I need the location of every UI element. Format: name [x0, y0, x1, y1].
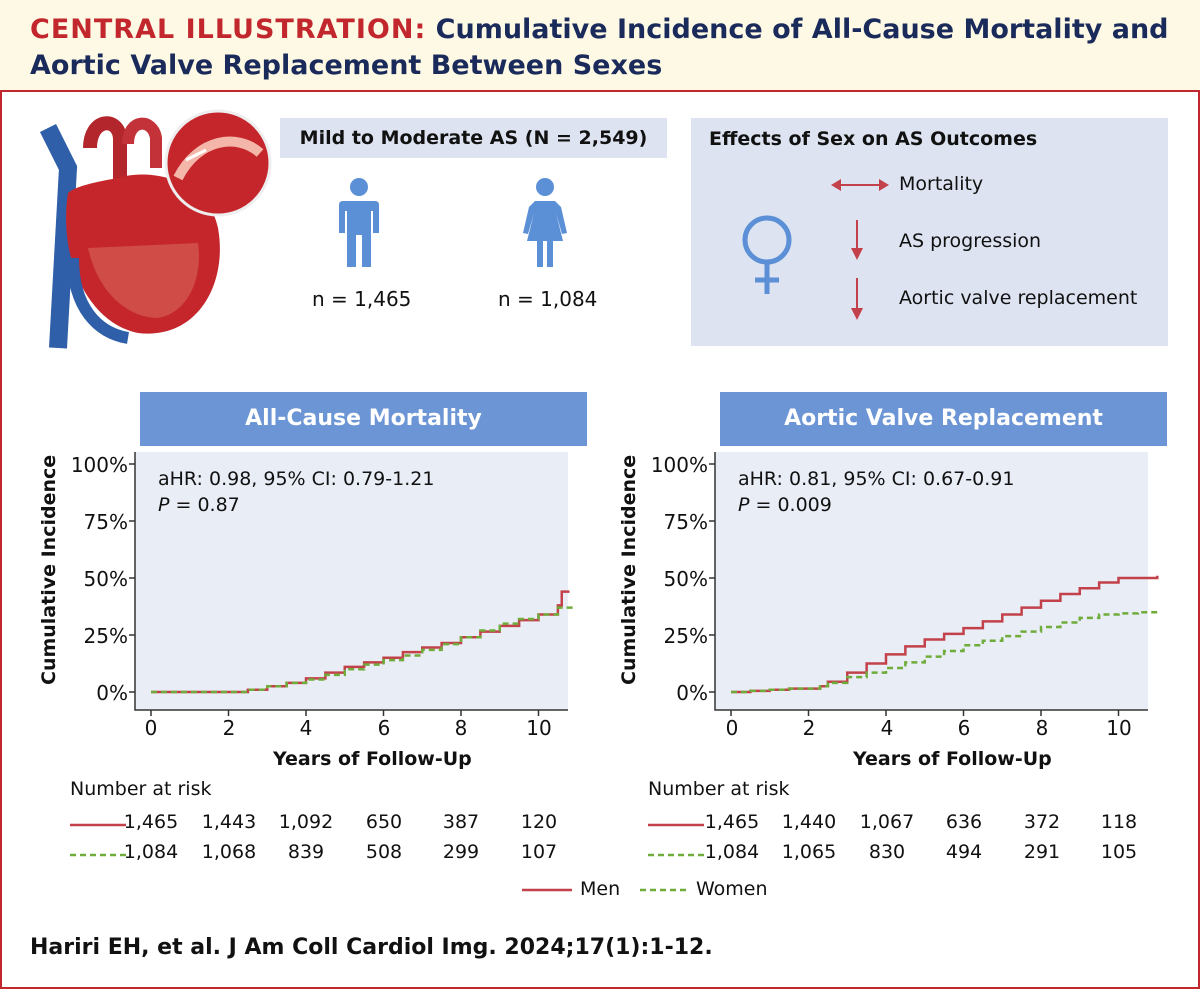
- effect-mortality-label: Mortality: [899, 173, 984, 195]
- legend-women-label: Women: [696, 878, 768, 900]
- effects-title: Effects of Sex on AS Outcomes: [709, 128, 1038, 150]
- legend-men-swatch: [522, 888, 572, 892]
- men-count: n = 1,465: [312, 287, 412, 311]
- risk-men: 1,067: [859, 811, 915, 833]
- risk-men: 1,440: [781, 811, 837, 833]
- x-tick: 2: [222, 716, 236, 740]
- effect-progression-label: AS progression: [899, 230, 1042, 252]
- risk-men: 372: [1023, 811, 1061, 833]
- men-line-key: [648, 823, 704, 827]
- x-tick: 2: [802, 716, 816, 740]
- header-banner: CENTRAL ILLUSTRATION: Cumulative Inciden…: [0, 0, 1200, 92]
- plot-area-avr: [715, 452, 1148, 710]
- y-tick: 75%: [663, 510, 708, 534]
- panel-title-mortality: All-Cause Mortality: [140, 392, 587, 446]
- stats-mortality: aHR: 0.98, 95% CI: 0.79-1.21 P = 0.87: [158, 466, 434, 518]
- stats-avr: aHR: 0.81, 95% CI: 0.67-0.91 P = 0.009: [738, 466, 1014, 518]
- x-tick: 4: [299, 716, 313, 740]
- female-icon: [523, 178, 567, 267]
- effects-box: Effects of Sex on AS Outcomes Mortality …: [691, 118, 1168, 346]
- y-tick: 25%: [663, 624, 708, 648]
- down-arrow-icon: [851, 220, 863, 260]
- x-tick: 8: [454, 716, 468, 740]
- y-tick: 0%: [96, 681, 128, 705]
- risk-men: 636: [945, 811, 983, 833]
- y-tick: 25%: [83, 624, 128, 648]
- panel-title-avr: Aortic Valve Replacement: [720, 392, 1167, 446]
- y-tick: 0%: [676, 681, 708, 705]
- figure-title: CENTRAL ILLUSTRATION: Cumulative Inciden…: [30, 12, 1180, 84]
- risk-women: 830: [868, 841, 906, 863]
- x-tick: 8: [1035, 716, 1049, 740]
- series-line-women: [731, 610, 1158, 694]
- risk-men: 1,092: [278, 811, 334, 833]
- heart-illustration: [39, 109, 272, 349]
- x-tick: 10: [1106, 716, 1132, 740]
- y-tick: 50%: [83, 567, 128, 591]
- risk-women: 299: [442, 841, 480, 863]
- male-icon: [339, 178, 379, 267]
- y-axis-label: Cumulative Incidence: [38, 454, 60, 685]
- x-axis-label: Years of Follow-Up: [273, 748, 472, 770]
- y-axis-label: Cumulative Incidence: [618, 454, 640, 685]
- risk-women: 1,084: [704, 841, 760, 863]
- risk-women: 1,084: [123, 841, 179, 863]
- x-tick: 0: [725, 716, 739, 740]
- at-risk-label: Number at risk: [70, 778, 212, 800]
- risk-women: 291: [1023, 841, 1061, 863]
- men-line-key: [70, 823, 126, 827]
- legend-women-swatch: [640, 888, 690, 892]
- women-line-key: [648, 853, 704, 857]
- chart-avr: [709, 452, 1159, 716]
- risk-men: 120: [520, 811, 558, 833]
- down-arrow-icon: [851, 278, 863, 320]
- risk-men: 1,443: [201, 811, 257, 833]
- y-tick: 100%: [70, 453, 128, 477]
- venus-icon: [742, 215, 792, 294]
- risk-women: 508: [365, 841, 403, 863]
- x-tick: 0: [144, 716, 158, 740]
- title-text: Cumulative Incidence of All-Cause Mortal…: [30, 14, 1169, 81]
- risk-men: 1,465: [704, 811, 760, 833]
- at-risk-label: Number at risk: [648, 778, 790, 800]
- legend-men-label: Men: [580, 878, 621, 900]
- series-line-men: [151, 590, 570, 694]
- axis-lines: [714, 452, 1148, 711]
- risk-men: 387: [442, 811, 480, 833]
- hazard-ratio: aHR: 0.81, 95% CI: 0.67-0.91: [738, 468, 1015, 490]
- series-line-men: [731, 575, 1159, 694]
- chart-mortality: [129, 452, 575, 716]
- x-tick: 6: [957, 716, 971, 740]
- risk-women: 839: [287, 841, 325, 863]
- effect-avr-label: Aortic valve replacement: [899, 287, 1138, 309]
- women-count: n = 1,084: [498, 287, 598, 311]
- x-tick: 10: [526, 716, 552, 740]
- p-value: P = 0.009: [738, 494, 832, 516]
- y-tick: 75%: [83, 510, 128, 534]
- risk-women: 107: [520, 841, 558, 863]
- risk-women: 494: [945, 841, 983, 863]
- axis-lines: [134, 452, 568, 711]
- x-tick: 4: [880, 716, 894, 740]
- risk-women: 105: [1100, 841, 1138, 863]
- risk-women: 1,068: [201, 841, 257, 863]
- x-tick: 6: [377, 716, 391, 740]
- double-arrow-icon: [831, 179, 889, 191]
- risk-men: 650: [365, 811, 403, 833]
- x-axis-label: Years of Follow-Up: [853, 748, 1052, 770]
- risk-women: 1,065: [781, 841, 837, 863]
- p-value: P = 0.87: [158, 494, 240, 516]
- title-lead: CENTRAL ILLUSTRATION:: [30, 14, 427, 45]
- hazard-ratio: aHR: 0.98, 95% CI: 0.79-1.21: [158, 468, 435, 490]
- risk-men: 1,465: [123, 811, 179, 833]
- population-heading: Mild to Moderate AS (N = 2,549): [280, 118, 667, 158]
- y-tick: 100%: [650, 453, 708, 477]
- risk-men: 118: [1100, 811, 1138, 833]
- series-line-women: [151, 605, 575, 694]
- citation: Hariri EH, et al. J Am Coll Cardiol Img.…: [30, 935, 713, 960]
- y-tick: 50%: [663, 567, 708, 591]
